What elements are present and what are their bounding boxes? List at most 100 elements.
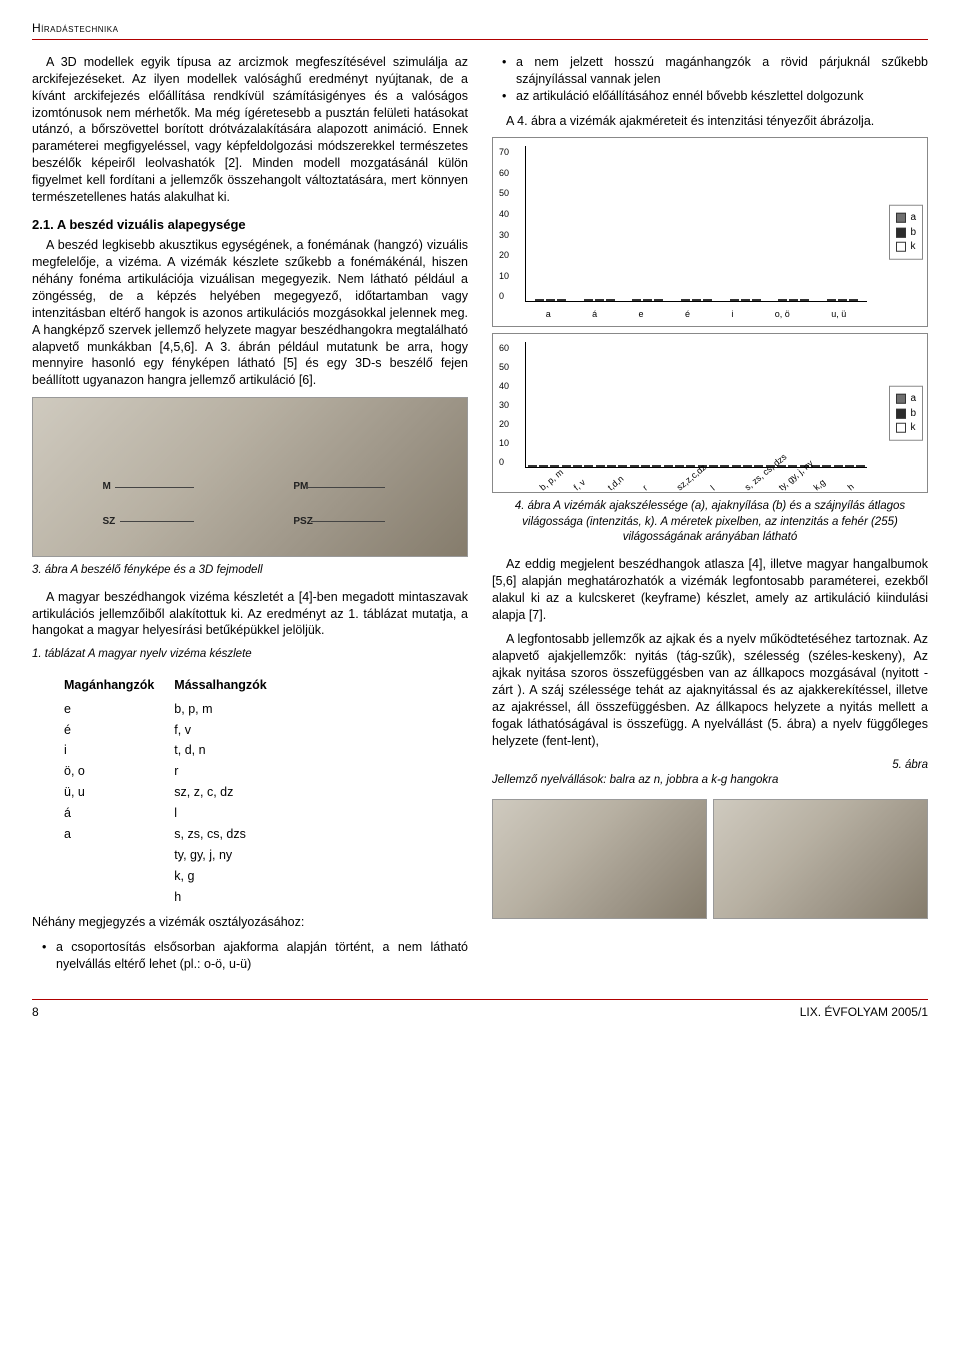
axis-tick: l	[708, 478, 723, 494]
bar-group	[732, 465, 763, 467]
bar	[741, 299, 750, 301]
bar	[630, 465, 639, 467]
chart1-yaxis: 010203040506070	[499, 146, 509, 302]
header-rule: Híradástechnika	[32, 20, 928, 40]
para-2: A beszéd legkisebb akusztikus egységének…	[32, 237, 468, 389]
axis-tick: r	[640, 478, 655, 494]
page-number: 8	[32, 1004, 39, 1020]
bar-group	[730, 299, 761, 301]
table-row: ö, or	[64, 762, 285, 781]
bar	[681, 299, 690, 301]
face-mark-overlay: M SZ PM PSZ	[33, 398, 467, 556]
bar-group	[584, 299, 615, 301]
table-row: as, zs, cs, dzs	[64, 825, 285, 844]
bar	[584, 465, 593, 467]
axis-tick: 0	[499, 290, 509, 302]
table-cell	[64, 888, 172, 907]
axis-tick: 40	[499, 208, 509, 220]
axis-tick: b, p, m	[537, 478, 552, 494]
table-row: éf, v	[64, 721, 285, 740]
bar	[800, 299, 809, 301]
table-cell: f, v	[174, 721, 284, 740]
figure-5-right	[713, 799, 928, 919]
content-columns: A 3D modellek egyik típusa az arcizmok m…	[32, 54, 928, 981]
bar-group	[630, 465, 661, 467]
left-column: A 3D modellek egyik típusa az arcizmok m…	[32, 54, 468, 981]
table-cell: ö, o	[64, 762, 172, 781]
figure-3-caption: 3. ábra A beszélő fényképe és a 3D fejmo…	[32, 563, 468, 579]
bar	[643, 299, 652, 301]
table-cell: á	[64, 804, 172, 823]
figure-5-images	[492, 799, 928, 919]
bar	[562, 465, 571, 467]
axis-tick: 60	[499, 342, 509, 354]
axis-tick: 30	[499, 399, 509, 411]
bar	[789, 299, 798, 301]
axis-tick: á	[592, 308, 597, 320]
legend-label: b	[910, 407, 916, 421]
bar	[856, 465, 865, 467]
table-cell: k, g	[174, 867, 284, 886]
right-column: a nem jelzett hosszú magánhangzók a rövi…	[492, 54, 928, 981]
bar-group	[778, 299, 809, 301]
table-cell	[64, 867, 172, 886]
legend-swatch	[896, 242, 906, 252]
bar	[573, 465, 582, 467]
bar	[849, 299, 858, 301]
legend-label: b	[910, 226, 916, 240]
axis-tick: 40	[499, 380, 509, 392]
figure-5-caption-num: 5. ábra	[492, 758, 928, 774]
subhead-2-1: 2.1. A beszéd vizuális alapegysége	[32, 216, 468, 234]
issue-label: LIX. ÉVFOLYAM 2005/1	[800, 1004, 928, 1020]
bar-group	[562, 465, 593, 467]
chart2-yaxis: 0102030405060	[499, 342, 509, 468]
axis-tick: é	[685, 308, 690, 320]
table-cell: sz, z, c, dz	[174, 783, 284, 802]
figure-5-caption: Jellemző nyelvállások: balra az n, jobbr…	[492, 773, 928, 789]
bar	[546, 299, 555, 301]
table-cell: i	[64, 741, 172, 760]
table-cell: t, d, n	[174, 741, 284, 760]
chart1-plot-area	[525, 146, 867, 302]
mark-line-sz	[120, 521, 194, 522]
chart2-xaxis: b, p, mf, vt,d,nrsz,z,c,dzls, zs, cs, dz…	[525, 484, 867, 496]
bar	[584, 299, 593, 301]
axis-tick: 30	[499, 229, 509, 241]
legend-item: k	[896, 421, 916, 435]
legend-item: b	[896, 226, 916, 240]
table-row: ty, gy, j, ny	[64, 846, 285, 865]
para-r1: A 4. ábra a vizémák ajakméreteit és inte…	[492, 113, 928, 130]
table-cell: ü, u	[64, 783, 172, 802]
legend-label: a	[910, 211, 916, 225]
table-row: h	[64, 888, 285, 907]
para-r3: A legfontosabb jellemzők az ajkak és a n…	[492, 631, 928, 749]
table-cell: ty, gy, j, ny	[174, 846, 284, 865]
para-1: A 3D modellek egyik típusa az arcizmok m…	[32, 54, 468, 206]
figure-4-caption: 4. ábra A vizémák ajakszélessége (a), aj…	[492, 499, 928, 546]
table-cell: b, p, m	[174, 700, 284, 719]
table-cell: l	[174, 804, 284, 823]
bar-group	[535, 299, 566, 301]
axis-tick: 10	[499, 270, 509, 282]
mark-line-m	[115, 487, 193, 488]
bar	[596, 465, 605, 467]
para-r2: Az eddig megjelent beszédhangok atlasza …	[492, 556, 928, 624]
bar	[732, 465, 741, 467]
bar-group	[596, 465, 627, 467]
table-cell	[64, 846, 172, 865]
mark-line-psz	[311, 521, 385, 522]
axis-tick: 0	[499, 456, 509, 468]
para-3: A magyar beszédhangok vizéma készletét a…	[32, 589, 468, 640]
list-item: az artikuláció előállításához ennél bőve…	[506, 88, 928, 105]
table-row: eb, p, m	[64, 700, 285, 719]
table-cell: s, zs, cs, dzs	[174, 825, 284, 844]
bar	[743, 465, 752, 467]
bar	[632, 299, 641, 301]
mark-m: M	[102, 480, 110, 494]
mark-line-pm	[306, 487, 384, 488]
bar	[652, 465, 661, 467]
bar-group	[827, 299, 858, 301]
axis-tick: i	[731, 308, 733, 320]
bar	[539, 465, 548, 467]
axis-tick: a	[546, 308, 551, 320]
